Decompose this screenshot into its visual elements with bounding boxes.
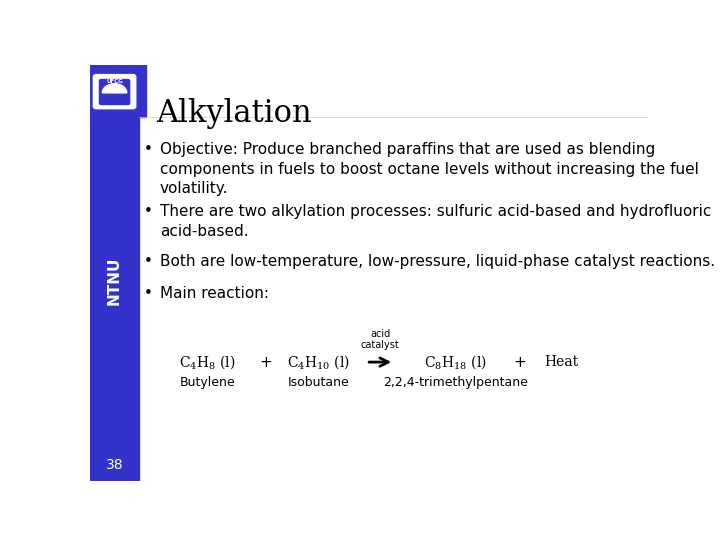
Text: 2,2,4-trimethylpentane: 2,2,4-trimethylpentane — [383, 376, 528, 389]
FancyBboxPatch shape — [94, 75, 136, 109]
FancyBboxPatch shape — [99, 79, 130, 105]
Text: •: • — [144, 204, 153, 219]
Text: There are two alkylation processes: sulfuric acid-based and hydrofluoric
acid-ba: There are two alkylation processes: sulf… — [160, 204, 711, 239]
Text: Main reaction:: Main reaction: — [160, 286, 269, 301]
Text: 38: 38 — [106, 458, 123, 472]
Bar — [90, 65, 139, 481]
Text: UFCG: UFCG — [106, 79, 123, 84]
Text: $\mathregular{C_4H_8}$ (l): $\mathregular{C_4H_8}$ (l) — [179, 353, 235, 371]
Text: +: + — [513, 355, 526, 369]
Text: •: • — [144, 286, 153, 301]
Text: NTNU: NTNU — [107, 257, 122, 305]
Text: $\mathregular{C_8H_{18}}$ (l): $\mathregular{C_8H_{18}}$ (l) — [424, 353, 487, 371]
Text: Butylene: Butylene — [179, 376, 235, 389]
Text: Isobutane: Isobutane — [288, 376, 350, 389]
Text: +: + — [259, 355, 272, 369]
Text: Both are low-temperature, low-pressure, liquid-phase catalyst reactions.: Both are low-temperature, low-pressure, … — [160, 254, 715, 269]
Text: Heat: Heat — [544, 355, 579, 369]
Bar — [90, 65, 146, 117]
Text: $\mathregular{C_4H_{10}}$ (l): $\mathregular{C_4H_{10}}$ (l) — [287, 353, 350, 371]
Text: Alkylation: Alkylation — [156, 98, 312, 129]
Wedge shape — [102, 84, 127, 93]
Text: Objective: Produce branched paraffins that are used as blending
components in fu: Objective: Produce branched paraffins th… — [160, 141, 698, 197]
Text: catalyst: catalyst — [361, 340, 400, 349]
Text: acid: acid — [370, 329, 390, 339]
Text: •: • — [144, 254, 153, 269]
Text: •: • — [144, 141, 153, 157]
